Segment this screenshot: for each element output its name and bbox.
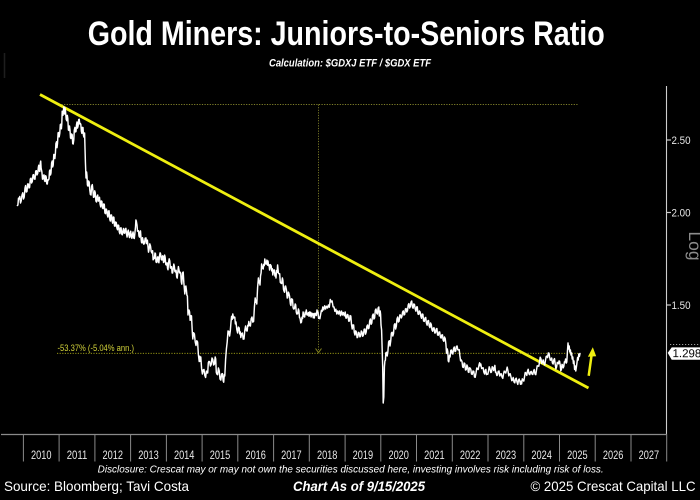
- svg-text:2017: 2017: [281, 450, 302, 462]
- svg-text:2019: 2019: [353, 450, 374, 462]
- svg-text:2022: 2022: [460, 450, 481, 462]
- svg-text:Chart As of 9/15/2025: Chart As of 9/15/2025: [293, 478, 425, 494]
- svg-text:2018: 2018: [317, 450, 338, 462]
- svg-text:2.50: 2.50: [672, 135, 691, 147]
- svg-text:Calculation: $GDXJ ETF / $GDX: Calculation: $GDXJ ETF / $GDX ETF: [269, 58, 431, 70]
- svg-text:2027: 2027: [639, 450, 660, 462]
- svg-text:2014: 2014: [174, 450, 195, 462]
- svg-text:Gold Miners: Juniors-to-Senior: Gold Miners: Juniors-to-Seniors Ratio: [88, 15, 605, 53]
- svg-text:2020: 2020: [388, 450, 409, 462]
- svg-text:2026: 2026: [603, 450, 624, 462]
- svg-text:1.50: 1.50: [672, 300, 691, 312]
- svg-text:2013: 2013: [138, 450, 159, 462]
- svg-text:Log: Log: [685, 231, 700, 260]
- svg-text:2.00: 2.00: [672, 207, 691, 219]
- svg-text:© 2025 Crescat Capital LLC: © 2025 Crescat Capital LLC: [531, 478, 696, 494]
- svg-text:2021: 2021: [424, 450, 445, 462]
- svg-text:2010: 2010: [31, 450, 52, 462]
- svg-text:Disclosure: Crescat may or may: Disclosure: Crescat may or may not own t…: [98, 465, 604, 476]
- svg-text:Source: Bloomberg; Tavi Costa: Source: Bloomberg; Tavi Costa: [4, 478, 189, 494]
- svg-text:2016: 2016: [245, 450, 266, 462]
- svg-text:2024: 2024: [531, 450, 552, 462]
- svg-text:2023: 2023: [496, 450, 517, 462]
- svg-text:1.2981: 1.2981: [672, 348, 700, 360]
- svg-text:2011: 2011: [67, 450, 88, 462]
- svg-text:2015: 2015: [210, 450, 231, 462]
- svg-text:2012: 2012: [103, 450, 124, 462]
- svg-text:-53.37% (-5.04% ann.): -53.37% (-5.04% ann.): [58, 343, 135, 354]
- svg-text:2025: 2025: [567, 450, 588, 462]
